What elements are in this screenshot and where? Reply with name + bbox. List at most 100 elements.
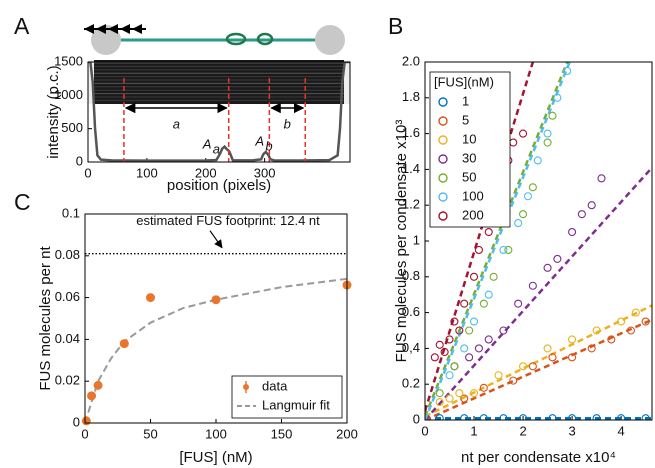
data-point <box>460 414 469 420</box>
legend-box <box>231 375 343 419</box>
legend-label: 100 <box>462 188 484 203</box>
data-point <box>474 245 483 254</box>
data-point <box>528 362 537 371</box>
x-tick-label: 200 <box>336 426 358 441</box>
data-point <box>568 228 577 237</box>
data-point <box>499 326 508 335</box>
legend-label: 30 <box>462 150 476 165</box>
data-point <box>528 183 537 192</box>
data-point <box>211 295 221 305</box>
data-point <box>484 335 493 344</box>
data-point <box>455 389 464 398</box>
x-tick-label: 0 <box>84 165 91 180</box>
legend-label: data <box>262 378 288 393</box>
y-tick-label: 0.6 <box>402 304 420 319</box>
y-tick-label: 1500 <box>54 53 83 68</box>
panel-letter: A <box>14 13 30 39</box>
data-point <box>119 339 129 349</box>
data-point <box>455 326 464 335</box>
peak-label: A <box>254 133 264 148</box>
data-point <box>548 353 557 362</box>
y-tick-label: 500 <box>61 120 83 135</box>
data-point <box>631 308 640 317</box>
x-tick-label: 150 <box>271 426 293 441</box>
distance-label: a <box>173 116 180 131</box>
data-point <box>617 317 626 326</box>
data-point <box>87 391 97 401</box>
data-point <box>553 93 562 102</box>
data-point <box>450 362 459 371</box>
data-point <box>479 383 488 392</box>
data-point <box>533 156 542 165</box>
data-point <box>553 254 562 263</box>
legend-marker <box>438 135 448 145</box>
x-tick-label: 0 <box>421 423 428 438</box>
x-tick-label: 100 <box>205 426 227 441</box>
peak-label-sub: a <box>213 141 220 156</box>
panel-letter: B <box>388 13 403 39</box>
plot-frame <box>84 213 348 424</box>
data-point <box>587 344 596 353</box>
data-point <box>514 299 523 308</box>
reference-arrow <box>209 230 223 249</box>
data-point <box>626 326 635 335</box>
y-tick-label: 0.1 <box>62 205 80 220</box>
data-point <box>519 362 528 371</box>
data-point <box>548 414 557 420</box>
y-tick-label: 0.02 <box>55 373 80 388</box>
y-tick-label: 0.8 <box>402 268 420 283</box>
data-point <box>484 290 493 299</box>
kymograph-edge <box>344 60 350 104</box>
x-tick-label: 50 <box>143 426 157 441</box>
data-point <box>499 245 508 254</box>
data-point <box>568 414 577 420</box>
legend-marker <box>438 173 448 183</box>
data-point <box>460 394 469 403</box>
x-tick-label: 2 <box>519 423 526 438</box>
data-point <box>592 326 601 335</box>
fit-line <box>425 166 652 420</box>
data-point <box>568 335 577 344</box>
data-point <box>435 398 444 407</box>
data-point <box>479 299 488 308</box>
data-point <box>435 414 444 420</box>
y-tick-label: 0 <box>73 414 80 429</box>
y-axis-label: intensity (p.c.) <box>45 65 62 158</box>
y-tick-label: 1.4 <box>402 161 420 176</box>
y-tick-label: 0 <box>76 153 83 168</box>
data-point <box>543 138 552 147</box>
plot-frame <box>424 61 653 421</box>
y-tick-label: 1.8 <box>402 89 420 104</box>
data-point <box>563 66 572 75</box>
data-point <box>484 228 493 237</box>
data-point <box>592 414 601 420</box>
data-point <box>469 389 479 398</box>
data-point <box>469 272 479 281</box>
data-point <box>435 389 444 398</box>
data-point <box>607 335 616 344</box>
x-axis-label: position (pixels) <box>167 177 271 194</box>
data-point <box>430 353 439 362</box>
x-axis-label: [FUS] (nM) <box>179 449 252 466</box>
y-axis-label: FUS molecules per nt <box>37 246 54 391</box>
y-tick-label: 1 <box>413 232 420 247</box>
data-point <box>543 263 552 272</box>
data-point <box>597 174 606 183</box>
legend-marker <box>243 384 249 390</box>
data-point <box>93 380 103 390</box>
y-tick-label: 1.2 <box>402 197 420 212</box>
legend-marker <box>438 192 448 202</box>
x-tick-label: 1 <box>470 423 477 438</box>
data-point <box>465 353 474 362</box>
y-tick-label: 0.06 <box>55 289 80 304</box>
data-point <box>617 414 626 420</box>
y-axis-label: FUS molecules per condensate x10³ <box>393 120 410 363</box>
data-point <box>460 344 469 353</box>
data-point <box>577 210 586 219</box>
peak-label: A <box>202 136 212 151</box>
legend-marker <box>438 97 448 107</box>
distance-label: b <box>284 116 291 131</box>
y-tick-label: 2.0 <box>402 53 420 68</box>
x-tick-label: 200 <box>195 165 217 180</box>
